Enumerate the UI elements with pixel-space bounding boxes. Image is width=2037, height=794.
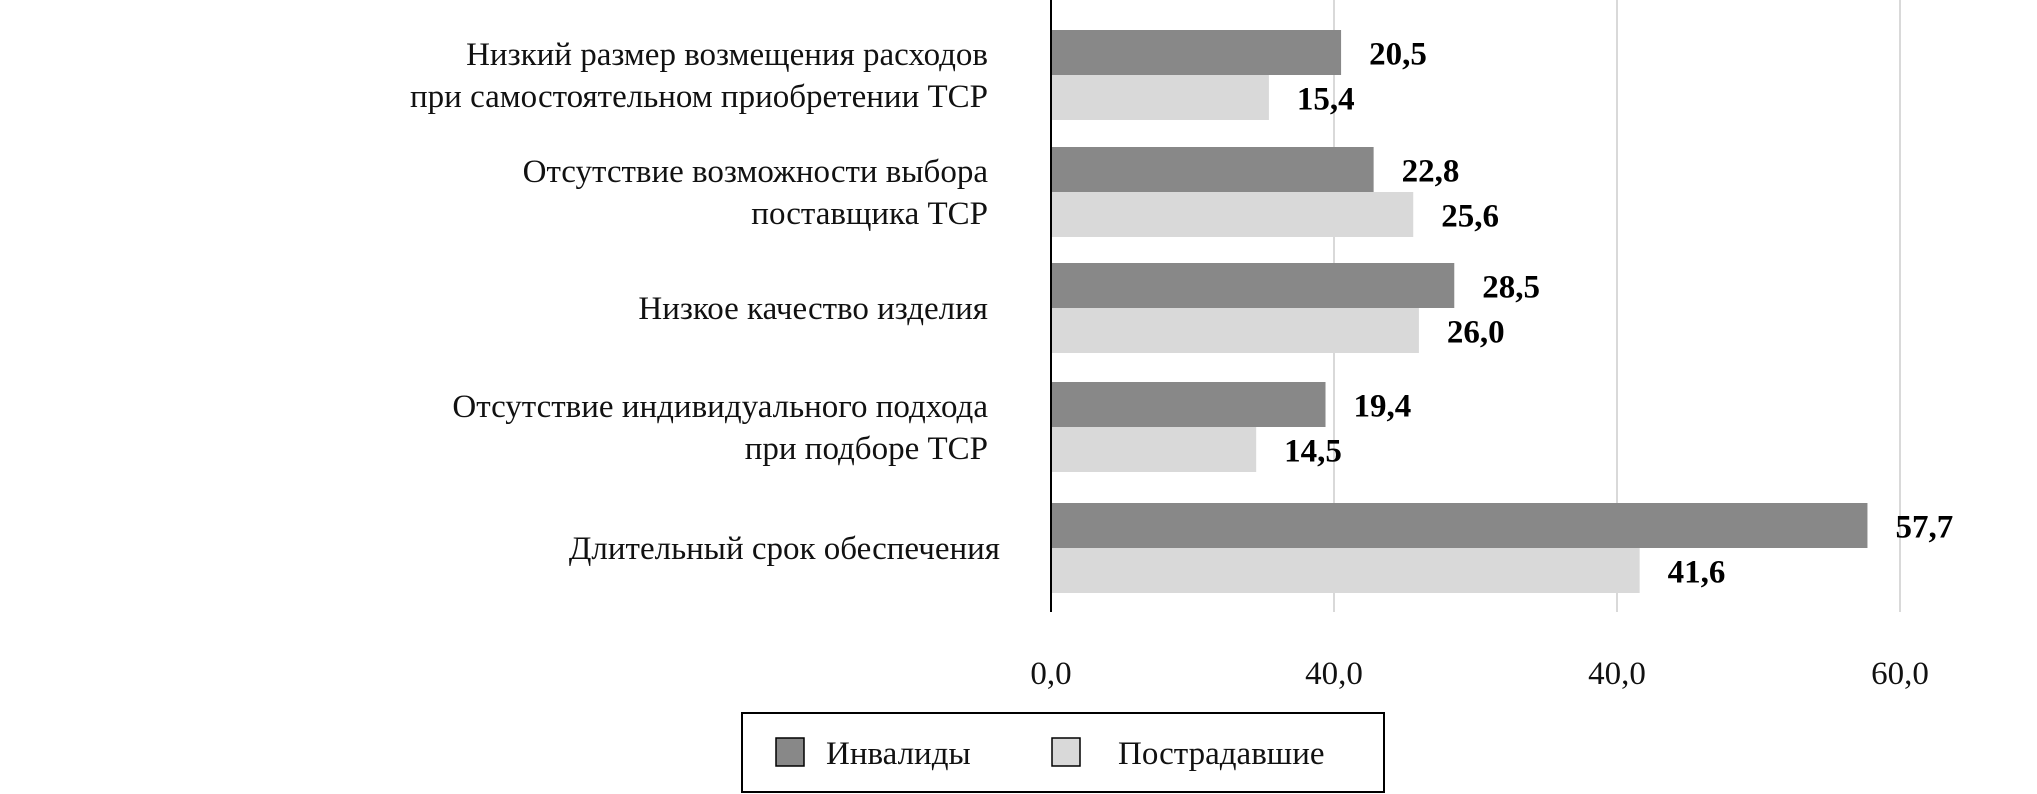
bar-invalids: [1051, 263, 1455, 308]
bar-invalids: [1051, 30, 1342, 75]
x-tick-label: 40,0: [1588, 656, 1646, 692]
x-tick-label: 40,0: [1305, 656, 1363, 692]
data-label: 57,7: [1895, 510, 1953, 546]
category-label: при подборе ТСР: [745, 431, 988, 467]
bar-victims: [1051, 427, 1257, 472]
legend-swatch: [1051, 737, 1081, 767]
category-label: Низкий размер возмещения расходов: [466, 37, 988, 73]
bar-victims: [1051, 308, 1419, 353]
x-tick-label: 0,0: [1030, 656, 1071, 692]
legend-swatch: [775, 737, 805, 767]
bar-victims: [1051, 75, 1269, 120]
legend-label: Инвалиды: [826, 736, 971, 772]
data-label: 20,5: [1369, 37, 1427, 73]
data-label: 15,4: [1297, 82, 1355, 118]
bar-invalids: [1051, 147, 1374, 192]
category-label: Низкое качество изделия: [638, 291, 988, 327]
bar-victims: [1051, 548, 1640, 593]
category-label: поставщика ТСР: [751, 196, 988, 232]
bar-victims: [1051, 192, 1414, 237]
bar-invalids: [1051, 382, 1326, 427]
data-label: 25,6: [1441, 199, 1499, 235]
data-label: 22,8: [1402, 154, 1460, 190]
x-tick-label: 60,0: [1871, 656, 1929, 692]
data-label: 19,4: [1354, 389, 1412, 425]
category-label: Отсутствие возможности выбора: [523, 154, 989, 190]
data-label: 41,6: [1668, 555, 1726, 591]
category-label: Отсутствие индивидуального подхода: [452, 389, 988, 425]
data-label: 26,0: [1447, 315, 1505, 351]
data-label: 14,5: [1284, 434, 1342, 470]
data-label: 28,5: [1482, 270, 1540, 306]
category-label: Длительный срок обеспечения: [569, 531, 1000, 567]
legend-label: Пострадавшие: [1118, 736, 1325, 772]
category-label: при самостоятельном приобретении ТСР: [410, 79, 988, 115]
bar-invalids: [1051, 503, 1868, 548]
